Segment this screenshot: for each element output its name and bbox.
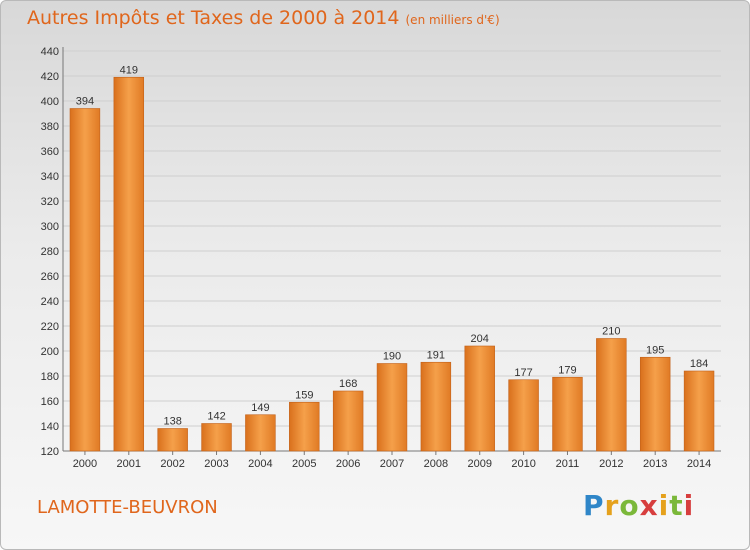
bar-2014 (683, 370, 715, 452)
chart-title: Autres Impôts et Taxes de 2000 à 2014 (en… (27, 7, 500, 29)
value-label-2001: 419 (120, 64, 138, 76)
x-tick-label-2003: 2003 (204, 458, 228, 470)
y-tick-label: 240 (41, 296, 59, 308)
x-tick-label-2001: 2001 (117, 458, 141, 470)
bar-2005 (289, 401, 320, 452)
bar-2000 (69, 108, 101, 452)
value-label-2012: 210 (602, 326, 620, 338)
y-tick-label: 120 (41, 446, 59, 458)
x-tick-label-2014: 2014 (687, 458, 711, 470)
bar-2006 (332, 390, 364, 452)
bar-2002 (157, 428, 188, 452)
value-label-2003: 142 (207, 411, 225, 423)
value-label-2008: 191 (427, 349, 445, 361)
proxiti-logo[interactable]: Proxiti (583, 489, 695, 522)
value-label-2009: 204 (471, 333, 489, 345)
x-tick-label-2002: 2002 (160, 458, 184, 470)
value-label-2014: 184 (690, 358, 708, 370)
x-tick-label-2011: 2011 (556, 458, 580, 470)
y-tick-label: 380 (41, 121, 59, 133)
x-tick-label-2005: 2005 (292, 458, 316, 470)
bar-2001 (113, 76, 145, 452)
value-label-2000: 394 (76, 96, 94, 108)
y-tick-label: 260 (41, 271, 59, 283)
y-tick-label: 180 (41, 371, 59, 383)
x-tick-label-2000: 2000 (73, 458, 97, 470)
bar-2009 (464, 345, 495, 452)
value-label-2010: 177 (514, 367, 532, 379)
chart-unit-note: (en milliers d'€) (405, 13, 500, 27)
bar-2011 (552, 376, 583, 452)
bar-2007 (376, 363, 408, 452)
x-tick-label-2009: 2009 (467, 458, 491, 470)
value-label-2004: 149 (251, 402, 269, 414)
y-tick-label: 320 (41, 196, 59, 208)
chart-title-text: Autres Impôts et Taxes de 2000 à 2014 (27, 7, 400, 29)
y-tick-label: 220 (41, 321, 59, 333)
bar-2010 (508, 379, 539, 452)
y-tick-label: 440 (41, 46, 59, 58)
x-tick-label-2006: 2006 (336, 458, 360, 470)
bar-2008 (420, 361, 452, 452)
x-tick-label-2007: 2007 (380, 458, 404, 470)
y-tick-label: 340 (41, 171, 59, 183)
value-label-2011: 179 (558, 364, 576, 376)
value-labels: 394 419 138 142 149 159 168 190 191 204 177 179 210 1… (76, 64, 708, 427)
y-tick-label: 360 (41, 146, 59, 158)
tick-labels: 120 140 160 180 200 220 240 260 280 300 320 340 360 3… (41, 46, 712, 470)
value-label-2002: 138 (163, 416, 181, 428)
y-tick-label: 140 (41, 421, 59, 433)
y-tick-label: 400 (41, 96, 59, 108)
value-label-2007: 190 (383, 351, 401, 363)
y-tick-label: 200 (41, 346, 59, 358)
place-name: LAMOTTE-BEUVRON (37, 497, 218, 518)
y-tick-label: 160 (41, 396, 59, 408)
value-label-2005: 159 (295, 389, 313, 401)
x-tick-label-2004: 2004 (248, 458, 272, 470)
y-tick-label: 300 (41, 221, 59, 233)
bar-2013 (639, 356, 671, 452)
bars (69, 76, 715, 452)
value-label-2013: 195 (646, 344, 664, 356)
value-label-2006: 168 (339, 378, 357, 390)
x-tick-label-2012: 2012 (599, 458, 623, 470)
x-tick-label-2008: 2008 (424, 458, 448, 470)
y-tick-label: 280 (41, 246, 59, 258)
bar-2004 (245, 414, 276, 452)
y-tick-label: 420 (41, 71, 59, 83)
bar-2003 (201, 423, 232, 452)
x-tick-label-2010: 2010 (511, 458, 535, 470)
bar-2012 (596, 338, 627, 452)
x-tick-label-2013: 2013 (643, 458, 667, 470)
